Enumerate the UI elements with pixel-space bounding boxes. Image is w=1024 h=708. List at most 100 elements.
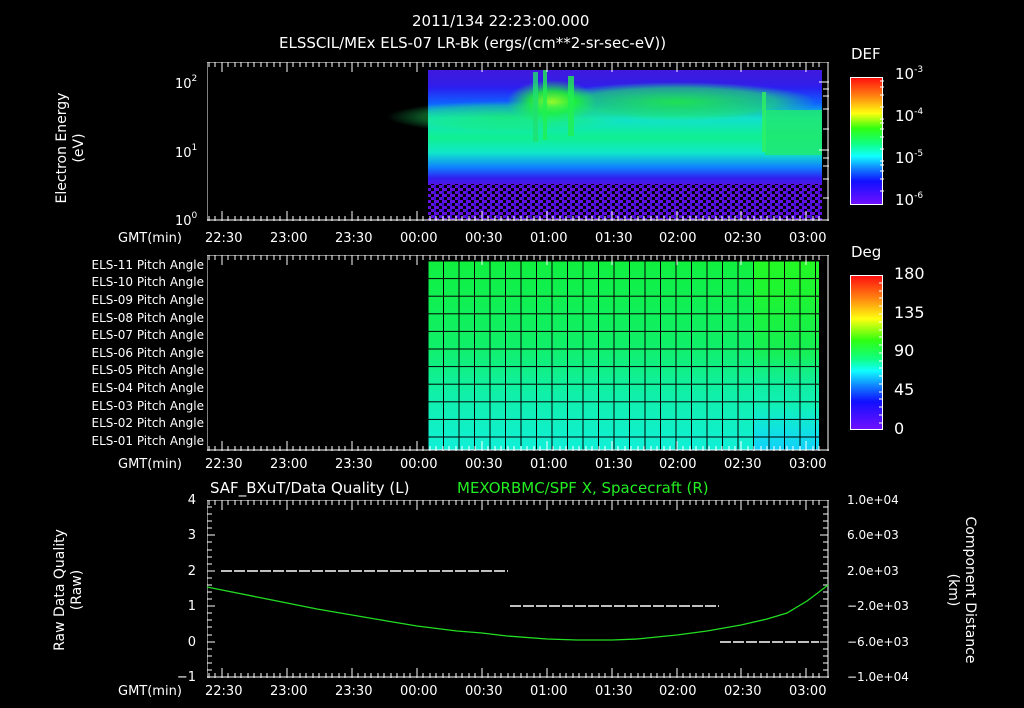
panel1-ylabel: Electron Energy (eV): [54, 68, 90, 228]
panel3-left-title: SAF_BXuT/Data Quality (L): [210, 479, 410, 497]
colorbar2-tick: 180: [894, 264, 925, 283]
panel1-time-ticks: 22:30 23:00 23:30 00:00 00:30 01:00 01:3…: [0, 232, 1024, 248]
time-tick: 02:30: [724, 231, 762, 246]
colorbar2-tick: 135: [894, 303, 925, 322]
panel3-time-axis-label: GMT(min): [118, 684, 182, 699]
chart-title: ELSSCIL/MEx ELS-07 LR-Bk (ergs/(cm**2-sr…: [279, 34, 667, 52]
time-tick: 02:00: [659, 231, 697, 246]
spectrogram-plot: [207, 62, 829, 221]
colorbar2-ticks: [879, 275, 883, 430]
time-tick: 01:00: [530, 684, 568, 699]
colorbar1-tick: 10-6: [895, 191, 924, 209]
colorbar1-tick: 10-5: [895, 149, 924, 167]
colorbar2-tick: 0: [894, 419, 905, 438]
time-tick: 01:30: [595, 684, 633, 699]
row-label: ELS-01 Pitch Angle: [91, 434, 204, 448]
panel3-ylabel-right-line2: (km): [945, 573, 961, 607]
chart-timestamp: 2011/134 22:23:00.000: [412, 12, 590, 30]
colorbar2-tick: 90: [894, 341, 915, 360]
colorbar-deg: [850, 275, 883, 430]
colorbar1-title: DEF: [851, 45, 881, 63]
row-label: ELS-10 Pitch Angle: [91, 275, 204, 289]
quality-series: [221, 570, 819, 643]
panel1-time-axis-label: GMT(min): [118, 231, 182, 246]
ytick-left: 0: [187, 635, 196, 650]
time-tick: 02:30: [724, 457, 762, 472]
time-tick: 01:00: [530, 457, 568, 472]
colorbar1-ticks: [880, 77, 884, 205]
panel3-right-title: MEXORBMC/SPF X, Spacecraft (R): [457, 479, 709, 497]
row-label: ELS-07 Pitch Angle: [91, 328, 204, 342]
time-tick: 02:00: [659, 457, 697, 472]
time-tick: 22:30: [205, 457, 243, 472]
row-label: ELS-03 Pitch Angle: [91, 399, 204, 413]
colorbar1-tick: 10-3: [895, 65, 924, 83]
ytick-left: 1: [187, 599, 196, 614]
time-tick: 23:00: [270, 457, 308, 472]
ytick-right: 2.0e+03: [847, 564, 899, 578]
panel1-ytick-1: 100: [175, 211, 198, 229]
ytick-left: 4: [187, 493, 196, 508]
row-label: ELS-04 Pitch Angle: [91, 381, 204, 395]
time-tick: 00:30: [465, 457, 503, 472]
panel3-ylabel-left-line2: (Raw): [69, 569, 85, 611]
time-tick: 23:30: [335, 457, 373, 472]
colorbar1-tick: 10-4: [895, 107, 924, 125]
time-tick: 00:30: [465, 231, 503, 246]
panel3-time-ticks: 22:30 23:00 23:30 00:00 00:30 01:00 01:3…: [0, 685, 1024, 701]
time-tick: 01:00: [530, 231, 568, 246]
line-plot-svg: [207, 500, 829, 678]
panel3-ylabel-left: Raw Data Quality (Raw): [52, 490, 88, 690]
ytick-right: −1.0e+04: [847, 670, 909, 684]
ytick-left: 3: [187, 528, 196, 543]
time-tick: 01:30: [595, 231, 633, 246]
pitch-angle-svg: [207, 255, 829, 451]
time-tick: 03:00: [789, 684, 827, 699]
spacecraft-x-series: [207, 584, 829, 641]
time-tick: 00:00: [400, 231, 438, 246]
panel2-time-ticks: 22:30 23:00 23:30 00:00 00:30 01:00 01:3…: [0, 458, 1024, 474]
row-label: ELS-09 Pitch Angle: [91, 293, 204, 307]
row-label: ELS-02 Pitch Angle: [91, 416, 204, 430]
time-tick: 00:00: [400, 457, 438, 472]
time-tick: 02:00: [659, 684, 697, 699]
time-tick: 23:30: [335, 231, 373, 246]
panel1-ylabel-line2: (eV): [71, 133, 87, 163]
colorbar2-title: Deg: [851, 243, 882, 261]
panel1-ytick-10: 101: [175, 143, 198, 161]
panel3-ylabel-right-line1: Component Distance: [962, 516, 978, 664]
pitch-angle-plot: [207, 255, 829, 451]
panel3-yticks-left: 4 3 2 1 0 −1: [170, 494, 200, 684]
time-tick: 03:00: [789, 457, 827, 472]
colorbar2-tick: 45: [894, 380, 915, 399]
line-plot: [207, 500, 829, 678]
ytick-right: 1.0e+04: [847, 493, 899, 507]
panel1-ylabel-line1: Electron Energy: [54, 92, 70, 204]
row-label: ELS-08 Pitch Angle: [91, 311, 204, 325]
time-tick: 23:00: [270, 684, 308, 699]
time-tick: 01:30: [595, 457, 633, 472]
panel3-yticks-right: 1.0e+04 6.0e+03 2.0e+03 −2.0e+03 −6.0e+0…: [845, 494, 935, 684]
row-label: ELS-06 Pitch Angle: [91, 346, 204, 360]
time-tick: 22:30: [205, 231, 243, 246]
ytick-right: 6.0e+03: [847, 528, 899, 542]
panel1-ytick-100: 102: [175, 74, 198, 92]
time-tick: 23:00: [270, 231, 308, 246]
ytick-right: −2.0e+03: [847, 599, 909, 613]
time-tick: 00:00: [400, 684, 438, 699]
colorbar-def: [850, 77, 883, 205]
row-label: ELS-11 Pitch Angle: [91, 258, 204, 272]
time-tick: 23:30: [335, 684, 373, 699]
spectrogram-svg: [207, 62, 829, 221]
time-tick: 03:00: [789, 231, 827, 246]
ytick-left: −1: [176, 670, 196, 685]
panel2-time-axis-label: GMT(min): [118, 457, 182, 472]
time-tick: 22:30: [205, 684, 243, 699]
ytick-right: −6.0e+03: [847, 635, 909, 649]
row-label: ELS-05 Pitch Angle: [91, 363, 204, 377]
pitch-angle-row-labels: ELS-11 Pitch Angle ELS-10 Pitch Angle EL…: [0, 256, 204, 448]
time-tick: 02:30: [724, 684, 762, 699]
ytick-left: 2: [187, 564, 196, 579]
panel3-ylabel-left-line1: Raw Data Quality: [52, 529, 68, 651]
time-tick: 00:30: [465, 684, 503, 699]
